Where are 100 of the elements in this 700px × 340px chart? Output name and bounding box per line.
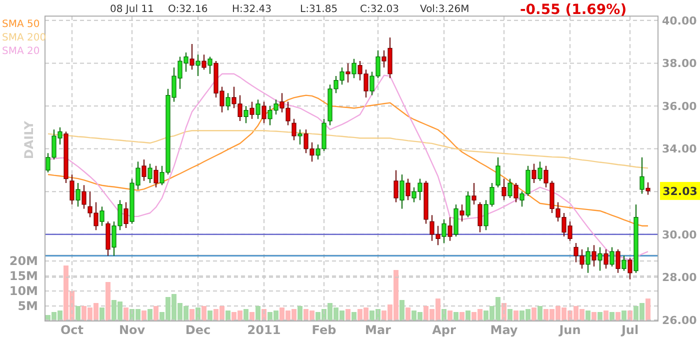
bar [298,306,302,321]
y-tick-label: 5M [18,299,38,314]
candlestick [502,178,506,201]
x-tick-label: Mar [365,323,392,337]
bar [244,309,248,321]
bar [154,306,158,321]
text: O:32.16 [168,4,208,15]
y-tick-label: 10M [9,284,38,298]
bar [448,310,452,321]
candlestick [394,170,398,203]
candlestick [148,163,152,184]
bar [256,306,260,321]
text: 08 Jul 11 [110,4,154,15]
text: SMA 20 [2,46,40,57]
candlestick [400,174,404,210]
bar [538,306,542,321]
candlestick [256,99,260,120]
x-tick-label: May [490,323,518,337]
candlestick [496,156,500,188]
bar [208,310,212,321]
candlestick [604,248,608,270]
text: C:32.03 [360,4,399,15]
candlestick [154,165,158,188]
candlestick [616,248,620,274]
candlestick [262,101,266,124]
candlestick [622,255,626,272]
text: 32.03 [662,184,698,198]
candlestick [70,174,74,205]
candlestick [514,182,518,203]
candlestick [610,246,614,267]
candlestick [628,257,632,280]
candlestick [478,202,482,233]
bar [646,298,650,321]
candlestick [250,101,254,120]
y-tick-label: 26.00 [662,314,698,327]
candlestick [466,191,470,218]
candlestick [640,156,644,194]
bar [406,308,410,321]
x-tick-label: 2011 [247,323,281,337]
candlestick [448,216,452,242]
bar [508,309,512,321]
candlestick [196,54,200,77]
bar [616,312,620,321]
bar [190,309,194,321]
x-tick-label: Feb [312,323,337,337]
text: Vol:3.26M [420,4,470,15]
candlestick [586,246,590,274]
x-tick-label: Jun [558,323,581,337]
candlestick [226,92,230,111]
bar [622,310,626,321]
text: SMA 50 [2,19,40,30]
candlestick [532,163,536,184]
candlestick [442,218,446,244]
line-series [47,94,649,226]
text: H:32.43 [232,4,272,15]
bar [400,300,404,321]
candlestick [646,182,650,196]
x-tick-label: Dec [185,323,211,337]
bar [586,310,590,321]
annotation: -0.55 (1.69%) [520,2,627,18]
x-tick-label: Nov [118,323,146,337]
candlestick [538,161,542,182]
candlestick [124,202,128,228]
bar [454,312,458,321]
y-tick-label: 40.00 [662,14,698,28]
y-tick-label: 28.00 [662,271,698,284]
bar [100,308,104,321]
y-tick-label: 30.00 [662,228,698,242]
candlestick [592,244,596,267]
candlestick [292,118,296,141]
x-tick-label: Oct [60,323,84,337]
candlestick [346,62,350,83]
bar [124,308,128,321]
bar [532,308,536,321]
y-tick-label: 38.00 [662,57,698,70]
candlestick [352,58,356,79]
candlestick [100,206,104,226]
candlestick [508,178,512,199]
y-tick-label: 15M [9,269,38,284]
candlestick [82,184,86,210]
candlestick [598,246,602,272]
candlestick [460,204,464,222]
candlestick [76,182,80,208]
bar [106,282,110,321]
candlestick [472,182,476,205]
bar [202,306,206,321]
candlestick [406,178,410,201]
y-tick-label: 34.00 [662,142,698,156]
candlestick [202,54,206,70]
bar [76,306,80,321]
candlestick [244,106,248,124]
y-tick-label: 20M [9,254,38,268]
candlestick [190,43,194,70]
text: L:31.85 [300,4,338,15]
x-tick-label: Jul [620,323,639,337]
x-tick-label: Apr [432,323,456,337]
candlestick [142,159,146,182]
bar [148,309,152,321]
candlestick [298,129,302,146]
candlestick [208,56,212,74]
